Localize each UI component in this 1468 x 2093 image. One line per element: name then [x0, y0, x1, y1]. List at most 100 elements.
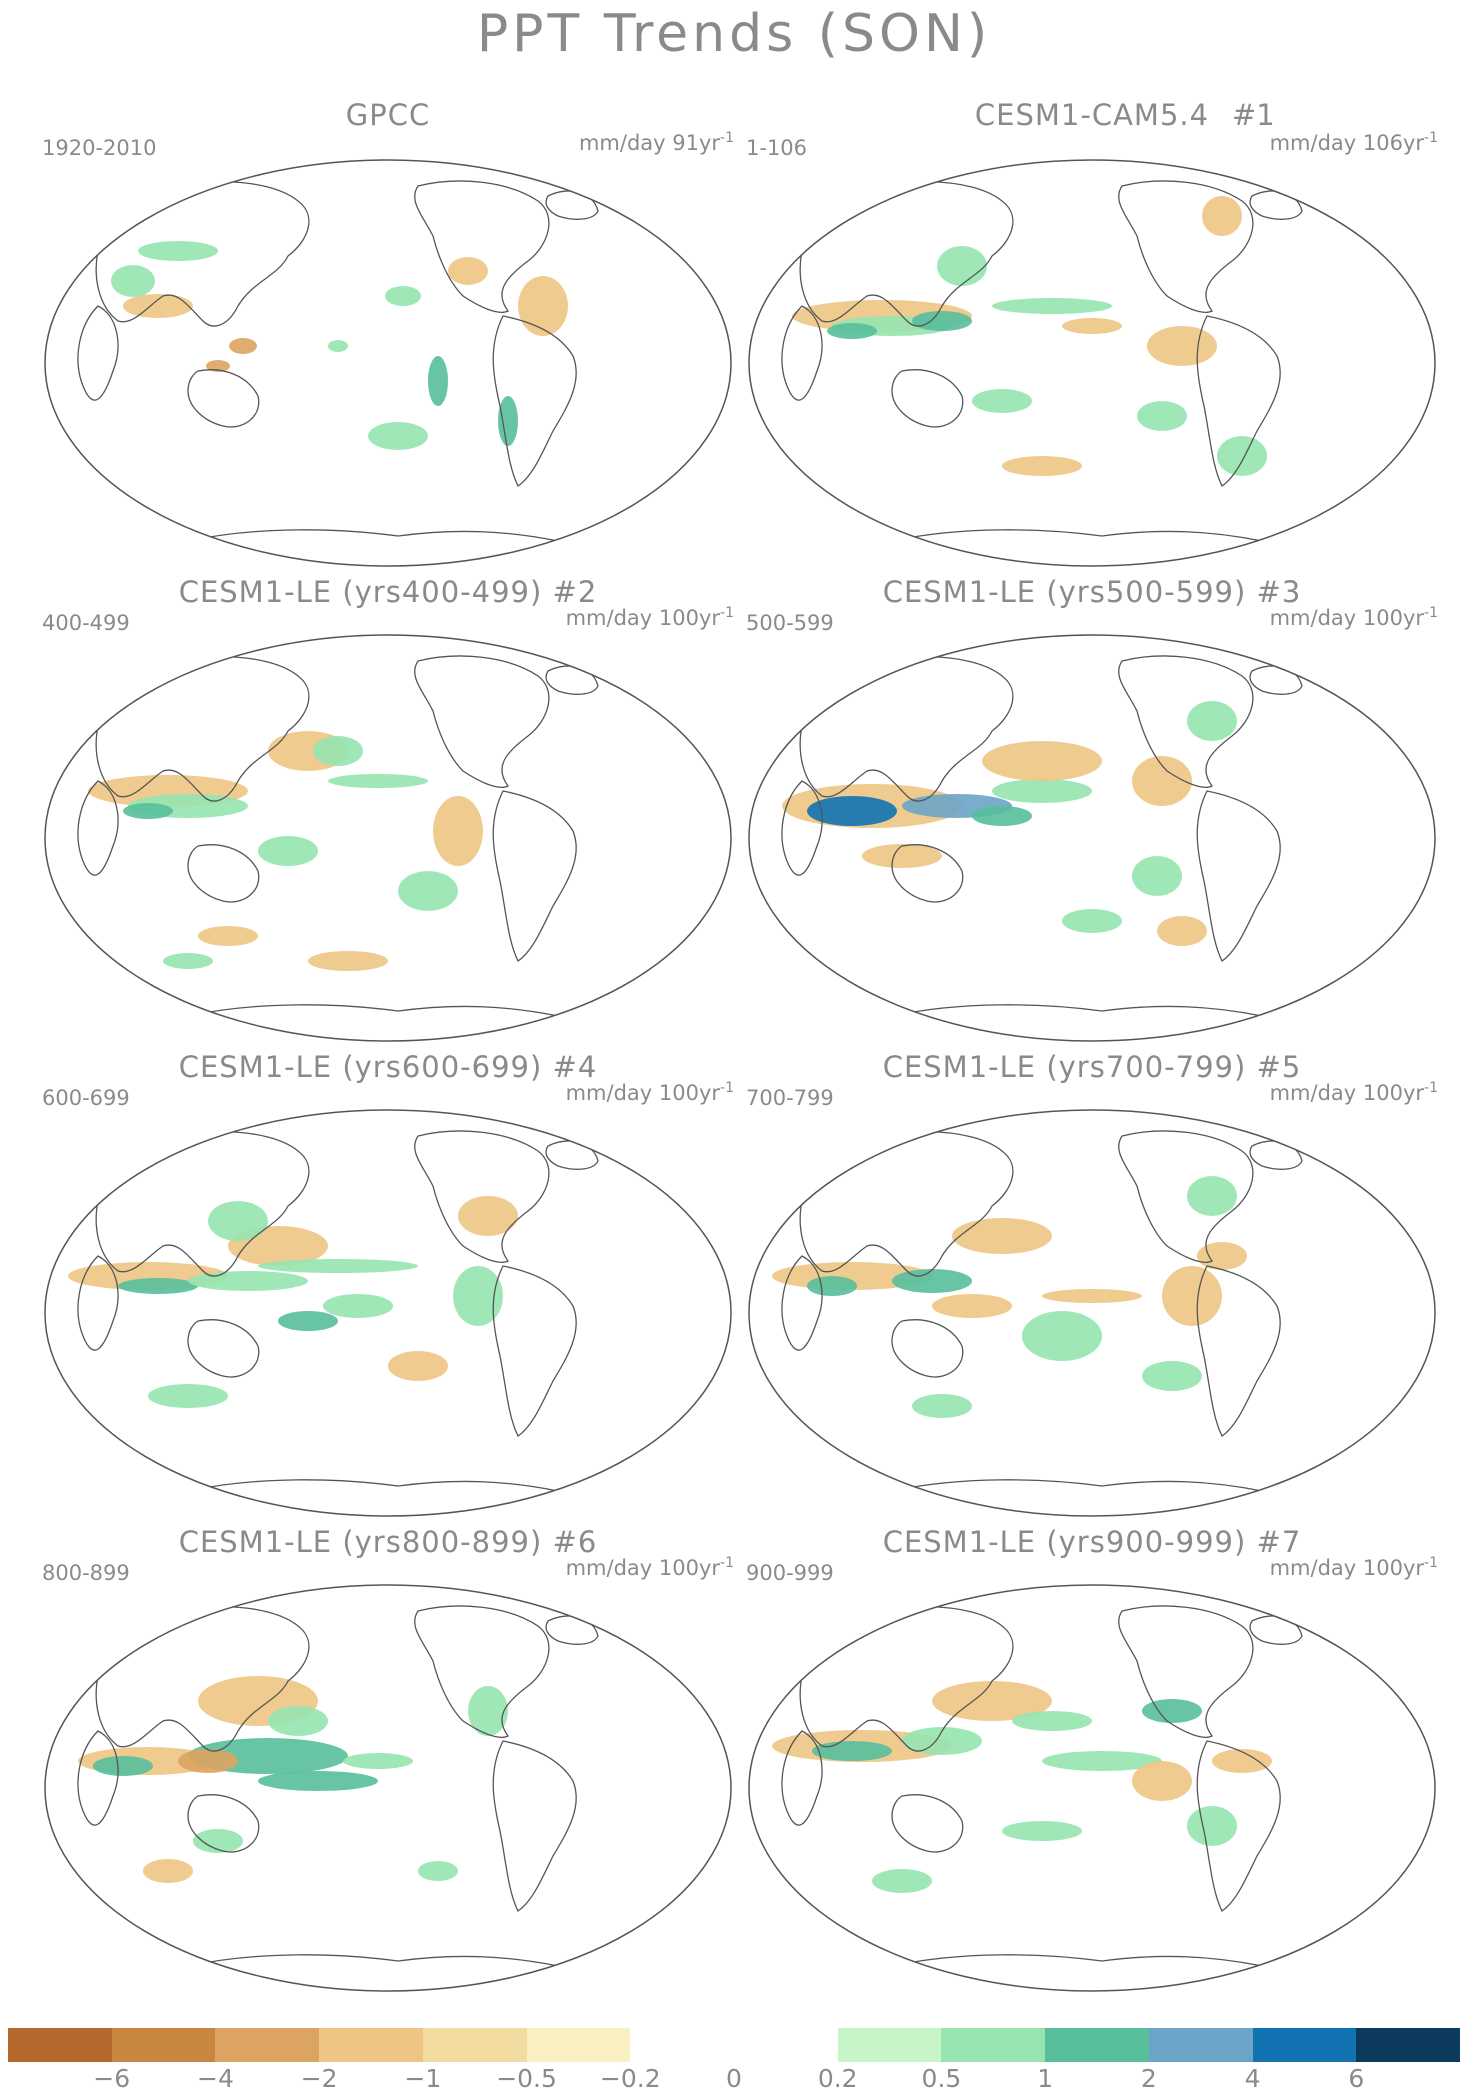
panel-period: 800-899 [42, 1561, 130, 1585]
colorbar-label: −1 [404, 2064, 442, 2093]
trend-shading [208, 1201, 268, 1241]
trend-shading [163, 953, 213, 969]
trend-shading [992, 779, 1092, 803]
trend-shading [1157, 916, 1207, 946]
colorbar-box [526, 2028, 631, 2062]
trend-shading [1202, 196, 1242, 236]
trend-shading [433, 796, 483, 866]
panel-period: 600-699 [42, 1086, 130, 1110]
colorbar-label: −4 [196, 2064, 234, 2093]
panel-number: #1 [1232, 98, 1275, 132]
trend-shading [328, 340, 348, 352]
trend-shading [1197, 1242, 1247, 1270]
colorbar-box [1045, 2028, 1149, 2062]
coastline [414, 1605, 550, 1738]
coastline [95, 655, 310, 802]
map-border [748, 1584, 1436, 1992]
colorbar-box [8, 2028, 112, 2062]
trend-shading [258, 1771, 378, 1791]
coastline [891, 369, 964, 428]
coastline [799, 1605, 1014, 1752]
trend-shading [448, 257, 488, 285]
trend-shading [1132, 756, 1192, 806]
coastline [1118, 1130, 1254, 1263]
colorbar-box [837, 2028, 942, 2062]
coastline [414, 655, 550, 788]
trend-shading [458, 1196, 518, 1236]
colorbar-box [422, 2028, 527, 2062]
coastline [492, 315, 577, 487]
coastline [1196, 1740, 1281, 1912]
colorbar-box [734, 2028, 838, 2062]
colorbar-label: 1 [1037, 2064, 1054, 2093]
trend-shading [148, 1384, 228, 1408]
coastline [95, 180, 310, 327]
trend-shading [1137, 401, 1187, 431]
trend-shading [827, 323, 877, 339]
trend-shading [111, 265, 155, 297]
panel-units: mm/day 100yr-1 [565, 1080, 734, 1105]
trend-shading [268, 1706, 328, 1736]
panel-title: CESM1-LE (yrs800-899) #6 [178, 1525, 598, 1559]
colorbar-label: 2 [1140, 2064, 1157, 2093]
trend-shading [1062, 318, 1122, 334]
map-panel: CESM1-LE (yrs500-599) #3 500-599 mm/day 10… [742, 575, 1442, 1045]
trend-shading [1022, 1311, 1102, 1361]
colorbar-label: −6 [93, 2064, 131, 2093]
map-panel: CESM1-CAM5.4 #1 1-106 mm/day 106yr-1 [742, 98, 1442, 570]
trend-shading [1142, 1699, 1202, 1723]
trend-shading [418, 1861, 458, 1881]
map-border [44, 159, 732, 567]
coastline [492, 1740, 577, 1912]
trend-shading [1062, 909, 1122, 933]
panel-title: GPCC [345, 98, 431, 132]
map-panel: CESM1-LE (yrs800-899) #6 800-899 mm/day 10… [38, 1525, 738, 1995]
coastline [187, 1954, 559, 1967]
colorbar-box [630, 2028, 735, 2062]
trend-shading [1187, 701, 1237, 741]
trend-shading [1147, 326, 1217, 366]
trend-shading [118, 1278, 198, 1294]
coastline [187, 1004, 559, 1017]
trend-shading [518, 276, 568, 336]
colorbar-box [319, 2028, 423, 2062]
colorbar-labels: −6 −4 −2 −1 −0.5 −0.2 0 0.2 0.5 1 2 4 6 [8, 2062, 1460, 2093]
trend-shading [308, 951, 388, 971]
coastline [77, 1730, 119, 1826]
map-border [748, 1109, 1436, 1517]
panel-units: mm/day 100yr-1 [565, 605, 734, 630]
coastline [414, 1130, 550, 1263]
coastline [187, 369, 260, 428]
coastline [77, 305, 119, 401]
trend-shading [872, 1869, 932, 1893]
coastline [1196, 315, 1281, 487]
trend-shading [812, 1741, 892, 1761]
panel-title: CESM1-LE (yrs900-999) #7 [882, 1525, 1302, 1559]
coastline [77, 780, 119, 876]
colorbar-label: −0.2 [599, 2064, 661, 2093]
trend-shading [932, 1294, 1012, 1318]
coastline [799, 180, 1014, 327]
panel-period: 900-999 [746, 1561, 834, 1585]
colorbar-label: −0.5 [496, 2064, 557, 2093]
colorbar [8, 2028, 1461, 2062]
coastline [187, 1794, 260, 1853]
trend-shading [278, 1311, 338, 1331]
panel-units: mm/day 91yr-1 [578, 130, 734, 155]
trend-shading [143, 1859, 193, 1883]
colorbar-label: 6 [1348, 2064, 1365, 2093]
panel-period: 500-599 [746, 611, 834, 635]
coastline [891, 1954, 1263, 1967]
trend-shading [1212, 1749, 1272, 1773]
main-title: PPT Trends (SON) [476, 4, 992, 64]
coastline [492, 1265, 577, 1437]
coastline [891, 1319, 964, 1378]
trend-shading [1217, 436, 1267, 476]
coastline [77, 1255, 119, 1351]
colorbar-label: 0 [726, 2064, 742, 2093]
trend-shading [398, 871, 458, 911]
panel-units: mm/day 100yr-1 [1269, 1080, 1438, 1105]
trend-shading [932, 1681, 1052, 1721]
trend-shading [343, 1753, 413, 1769]
coastline [187, 1479, 559, 1492]
